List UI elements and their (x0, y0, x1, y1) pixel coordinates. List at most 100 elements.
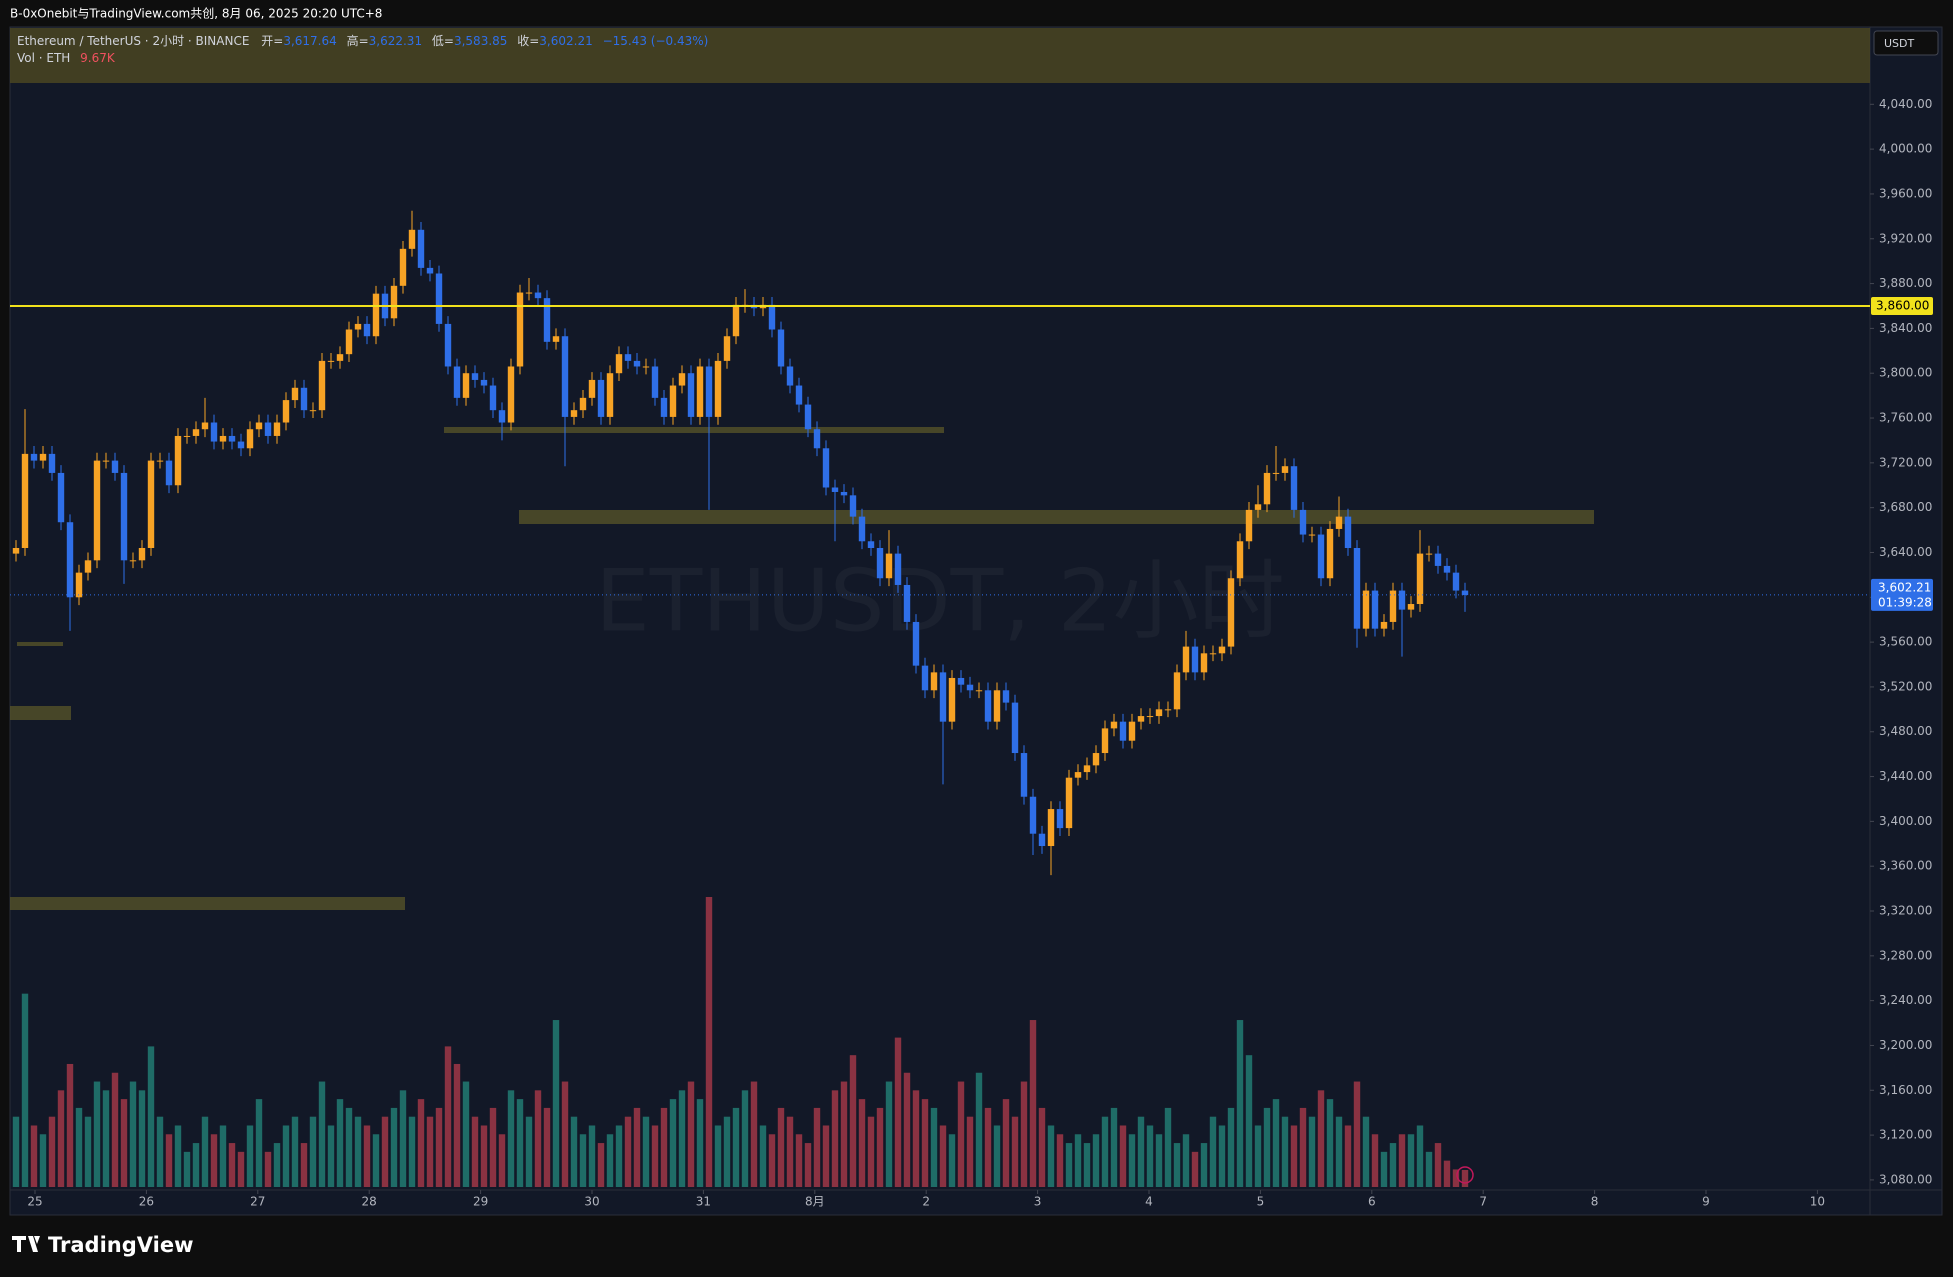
volume-bar (462, 1081, 470, 1187)
candle-body (147, 460, 155, 548)
volume-bar (381, 1116, 389, 1187)
x-tick-label: 29 (473, 1195, 488, 1209)
candle-body (1002, 690, 1010, 703)
volume-bar (480, 1125, 488, 1187)
plot-area (9, 26, 1871, 1191)
candle-body (1353, 547, 1361, 629)
candle-body (678, 373, 686, 386)
volume-bar (1326, 1099, 1334, 1187)
volume-bar (516, 1099, 524, 1187)
volume-bar (1218, 1125, 1226, 1187)
volume-bar (957, 1081, 965, 1187)
volume-bar (966, 1116, 974, 1187)
candle-body (1272, 472, 1280, 474)
volume-bar (1308, 1116, 1316, 1187)
y-tick-label: 3,880.00 (1879, 276, 1932, 290)
alert-icon[interactable] (1456, 1166, 1474, 1184)
y-tick-label: 3,120.00 (1879, 1128, 1932, 1142)
volume-bar (1083, 1143, 1091, 1187)
candle-body (255, 422, 263, 430)
volume-bar (1236, 1020, 1244, 1187)
candle-body (66, 522, 74, 598)
volume-bar (174, 1125, 182, 1187)
volume-bar (327, 1125, 335, 1187)
volume-bar (849, 1055, 857, 1187)
volume-bar (534, 1090, 542, 1187)
y-tick-label: 3,240.00 (1879, 993, 1932, 1007)
volume-bar (453, 1063, 461, 1187)
volume-bar (1290, 1125, 1298, 1187)
candle-body (1326, 528, 1334, 579)
candle-body (777, 329, 785, 367)
candle-body (228, 435, 236, 442)
volume-bar (444, 1046, 452, 1187)
volume-bar (651, 1125, 659, 1187)
volume-bar (1398, 1134, 1406, 1187)
currency-button[interactable] (1873, 30, 1939, 56)
volume-bar (1101, 1116, 1109, 1187)
candle-body (1461, 590, 1469, 596)
volume-bar (678, 1090, 686, 1187)
candle-body (687, 373, 695, 417)
volume-bar (165, 1134, 173, 1187)
volume-bar (984, 1107, 992, 1187)
volume-bar (1380, 1151, 1388, 1187)
y-tick-label: 3,160.00 (1879, 1083, 1932, 1097)
y-tick-label: 3,200.00 (1879, 1038, 1932, 1052)
candle-body (39, 453, 47, 461)
volume-bar (93, 1081, 101, 1187)
volume-bar (1407, 1134, 1415, 1187)
candle-body (1425, 553, 1433, 555)
candle-body (597, 379, 605, 417)
candle-body (660, 397, 668, 417)
volume-bar (552, 1020, 560, 1187)
candle-body (1200, 653, 1208, 673)
candle-body (291, 387, 299, 401)
candle-body (543, 298, 551, 342)
volume-bar (687, 1081, 695, 1187)
volume-bar (597, 1143, 605, 1187)
candle-body (282, 400, 290, 423)
volume-bar (1263, 1107, 1271, 1187)
y-tick-label: 3,400.00 (1879, 814, 1932, 828)
candle-body (390, 285, 398, 319)
volume-bar (876, 1107, 884, 1187)
volume-bar (1146, 1125, 1154, 1187)
volume-bar (471, 1116, 479, 1187)
candle-body (1191, 646, 1199, 673)
candle-layer (12, 210, 1469, 876)
candle-body (1182, 646, 1190, 673)
y-tick-label: 4,000.00 (1879, 142, 1932, 156)
axis-corner (1869, 1189, 1943, 1216)
volume-bar (903, 1072, 911, 1187)
candle-body (903, 584, 911, 622)
candle-body (624, 354, 632, 361)
candle-body (174, 435, 182, 486)
volume-bar (246, 1125, 254, 1187)
candle-body (498, 410, 506, 423)
candle-body (723, 336, 731, 361)
x-tick-label: 2 (922, 1195, 930, 1209)
candle-body (273, 422, 281, 436)
volume-bar (336, 1099, 344, 1187)
volume-bar (732, 1107, 740, 1187)
currency-label: USDT (1884, 37, 1915, 50)
volume-bar (138, 1090, 146, 1187)
volume-bar (57, 1090, 65, 1187)
volume-bar (570, 1116, 578, 1187)
y-tick-label: 3,560.00 (1879, 635, 1932, 649)
candle-body (633, 360, 641, 367)
candle-body (372, 293, 380, 337)
legend-band (10, 28, 1870, 83)
volume-bar (840, 1081, 848, 1187)
volume-bar (1128, 1134, 1136, 1187)
candle-body (921, 665, 929, 691)
volume-bar (489, 1107, 497, 1187)
volume-bar (1164, 1107, 1172, 1187)
volume-bar (1425, 1151, 1433, 1187)
volume-bar (1389, 1143, 1397, 1187)
y-tick-label: 3,840.00 (1879, 321, 1932, 335)
candle-body (354, 323, 362, 330)
volume-bar (750, 1081, 758, 1187)
